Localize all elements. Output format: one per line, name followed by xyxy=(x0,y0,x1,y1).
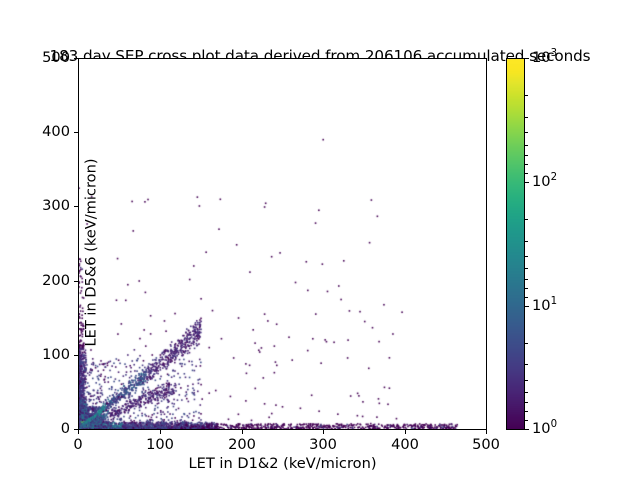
x-tick-500 xyxy=(486,430,488,434)
y-tick-label-400: 400 xyxy=(42,123,70,140)
y-tick-100 xyxy=(74,355,78,357)
colorbar-minor-tick xyxy=(525,297,528,299)
colorbar-tick-1e0 xyxy=(525,429,529,431)
colorbar-minor-tick xyxy=(525,256,528,258)
colorbar xyxy=(506,58,525,430)
colorbar-gradient xyxy=(507,59,524,429)
colorbar-label-base: 10 xyxy=(532,49,551,66)
colorbar-label-exp: 2 xyxy=(550,172,558,184)
colorbar-minor-tick xyxy=(525,173,528,175)
y-axis-label: LET in D5&6 (keV/micron) xyxy=(82,158,100,347)
colorbar-label-exp: 0 xyxy=(550,419,558,431)
colorbar-minor-tick xyxy=(525,411,528,413)
x-tick-label-200: 200 xyxy=(228,436,256,453)
x-tick-label-0: 0 xyxy=(73,436,83,453)
colorbar-minor-tick xyxy=(525,279,528,281)
colorbar-label-base: 10 xyxy=(532,420,551,437)
y-tick-label-0: 0 xyxy=(60,420,70,437)
scatter-density-layer xyxy=(79,59,486,429)
colorbar-minor-tick xyxy=(525,392,528,394)
colorbar-tick-1e1 xyxy=(525,306,529,308)
x-tick-0 xyxy=(78,430,80,434)
y-tick-label-500: 500 xyxy=(42,49,70,66)
y-tick-200 xyxy=(74,281,78,283)
colorbar-tick-label-1e2: 102 xyxy=(532,172,558,190)
y-tick-400 xyxy=(74,132,78,134)
colorbar-minor-tick xyxy=(525,145,528,147)
colorbar-minor-tick xyxy=(525,343,528,345)
colorbar-minor-tick xyxy=(525,380,528,382)
colorbar-tick-1e2 xyxy=(525,182,529,184)
y-tick-label-300: 300 xyxy=(42,197,70,214)
x-tick-label-300: 300 xyxy=(309,436,337,453)
colorbar-tick-label-1e3: 103 xyxy=(532,48,558,66)
colorbar-tick-1e3 xyxy=(525,58,529,60)
colorbar-minor-tick xyxy=(525,155,528,157)
x-axis-label: LET in D1&2 (keV/micron) xyxy=(188,455,377,472)
x-tick-label-500: 500 xyxy=(472,436,500,453)
plot-area xyxy=(78,58,487,430)
x-tick-label-400: 400 xyxy=(391,436,419,453)
x-tick-200 xyxy=(242,430,244,434)
colorbar-minor-tick xyxy=(525,364,528,366)
y-tick-label-100: 100 xyxy=(42,346,70,363)
colorbar-minor-tick xyxy=(525,117,528,119)
x-tick-300 xyxy=(323,430,325,434)
colorbar-minor-tick xyxy=(525,268,528,270)
colorbar-minor-tick xyxy=(525,219,528,221)
colorbar-label-base: 10 xyxy=(532,297,551,314)
x-tick-label-100: 100 xyxy=(146,436,174,453)
colorbar-label-exp: 3 xyxy=(550,48,558,60)
y-tick-300 xyxy=(74,206,78,208)
colorbar-minor-tick xyxy=(525,164,528,166)
colorbar-label-exp: 1 xyxy=(550,296,558,308)
x-tick-400 xyxy=(405,430,407,434)
y-tick-label-200: 200 xyxy=(42,272,70,289)
colorbar-tick-label-1e1: 101 xyxy=(532,296,558,314)
colorbar-minor-tick xyxy=(525,288,528,290)
y-tick-0 xyxy=(74,429,78,431)
y-tick-500 xyxy=(74,58,78,60)
colorbar-label-base: 10 xyxy=(532,173,551,190)
colorbar-minor-tick xyxy=(525,132,528,134)
colorbar-minor-tick xyxy=(525,420,528,422)
colorbar-minor-tick xyxy=(525,402,528,404)
colorbar-tick-label-1e0: 100 xyxy=(532,419,558,437)
colorbar-minor-tick xyxy=(525,241,528,243)
x-tick-100 xyxy=(160,430,162,434)
colorbar-minor-tick xyxy=(525,95,528,97)
